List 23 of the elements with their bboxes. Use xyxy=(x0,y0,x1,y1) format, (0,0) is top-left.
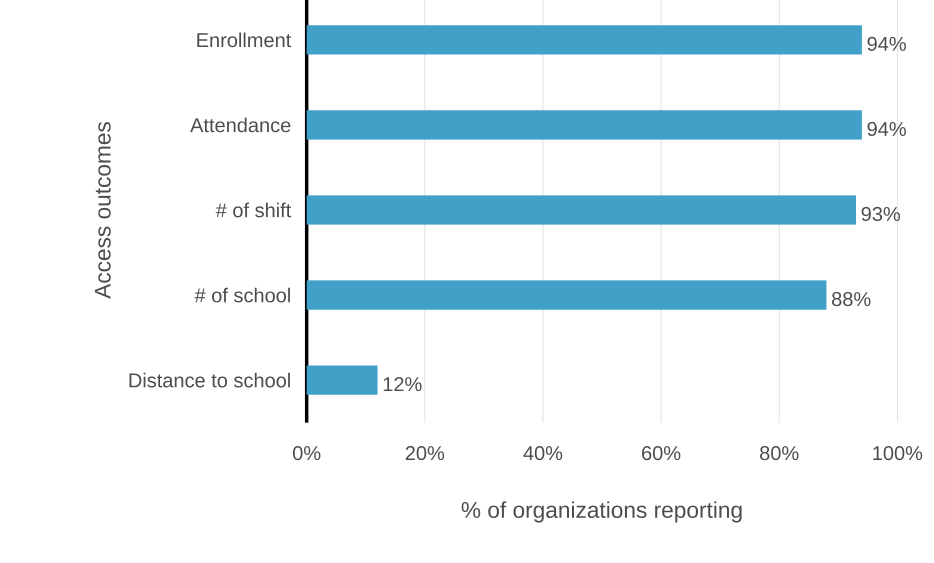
bar xyxy=(306,366,378,395)
y-axis-title: Access outcomes xyxy=(94,122,111,299)
bar xyxy=(306,110,862,140)
y-tick-label: Attendance xyxy=(190,118,290,132)
data-label: 94% xyxy=(868,36,906,52)
x-axis-title: % of organizations reporting xyxy=(462,502,742,523)
x-tick-label: 20% xyxy=(406,446,444,460)
data-label: 88% xyxy=(832,292,870,306)
data-label: 93% xyxy=(862,207,900,222)
data-label: 94% xyxy=(868,122,906,136)
bar xyxy=(306,196,856,225)
data-label: 12% xyxy=(384,377,422,392)
bar xyxy=(306,280,826,310)
x-tick-label: 40% xyxy=(523,446,562,460)
y-tick-label: # of school xyxy=(194,288,290,303)
x-tick-label: 80% xyxy=(760,446,798,460)
x-tick-label: 100% xyxy=(873,446,922,460)
bar xyxy=(306,25,862,55)
y-tick-label: Enrollment xyxy=(197,32,292,48)
y-tick-label: # of shift xyxy=(216,202,292,218)
x-tick-label: 0% xyxy=(292,446,320,460)
x-tick-label: 60% xyxy=(642,446,680,460)
y-tick-label: Distance to school xyxy=(130,372,290,388)
